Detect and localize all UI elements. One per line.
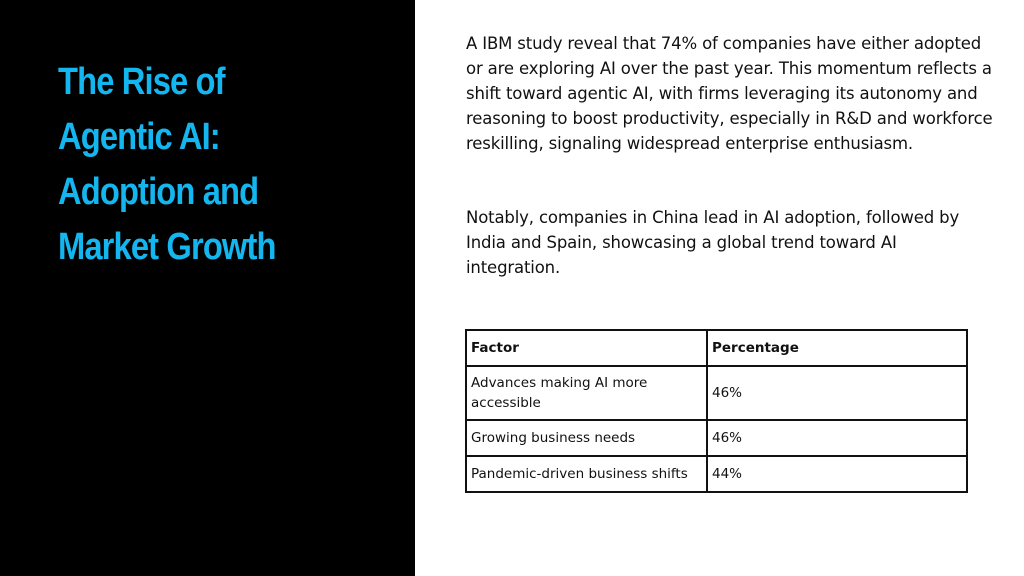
factor-cell: Pandemic-driven business shifts [465, 455, 708, 493]
factor-cell: Advances making AI more accessible [465, 365, 708, 421]
title-line: The Rise of [58, 61, 226, 103]
title-line: Adoption and [58, 171, 259, 213]
title-panel: The Rise of Agentic AI: Adoption and Mar… [0, 0, 415, 576]
title-line: Market Growth [58, 226, 276, 268]
title-line: Agentic AI: [58, 116, 221, 158]
percentage-cell: 46% [706, 419, 968, 457]
table-row: Advances making AI more accessible 46% [465, 365, 968, 421]
factor-cell: Growing business needs [465, 419, 708, 457]
adoption-paragraph: Notably, companies in China lead in AI a… [466, 208, 960, 277]
percentage-cell: 44% [706, 455, 968, 493]
header-percentage: Percentage [706, 329, 968, 367]
table-row: Growing business needs 46% [465, 419, 968, 457]
intro-paragraph: A IBM study reveal that 74% of companies… [466, 34, 993, 153]
slide-title: The Rise of Agentic AI: Adoption and Mar… [58, 55, 342, 275]
percentage-cell: 46% [706, 365, 968, 421]
header-factor: Factor [465, 329, 708, 367]
table-row: Pandemic-driven business shifts 44% [465, 455, 968, 493]
factor-table: Factor Percentage Advances making AI mor… [465, 329, 968, 493]
table-header-row: Factor Percentage [465, 329, 968, 367]
